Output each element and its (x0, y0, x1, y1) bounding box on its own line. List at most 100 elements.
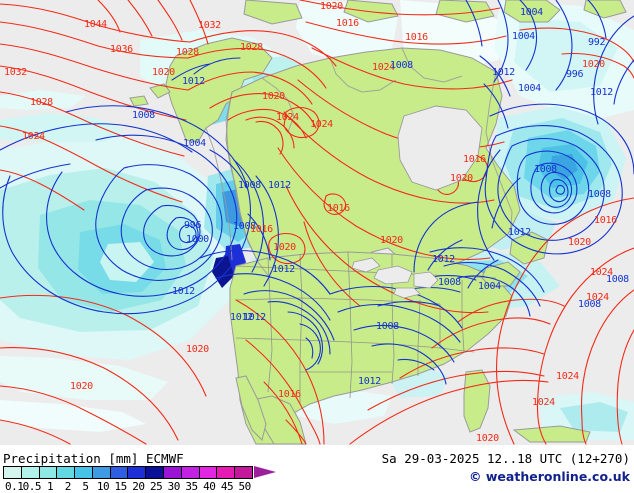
hudson-bay (397, 105, 483, 191)
scale-tick: 0.5 (22, 480, 42, 493)
isobar-label: 1024 (532, 397, 555, 408)
isobar-label: 1024 (372, 62, 395, 73)
isobars-high (0, 0, 634, 445)
isobar-label: 1016 (336, 18, 359, 29)
isobar-label: 1008 (578, 299, 601, 310)
color-swatch (181, 467, 200, 478)
color-swatch (110, 467, 129, 478)
scale-tick: 45 (220, 480, 234, 493)
isobar-label: 1008 (376, 321, 399, 332)
isobar-label: 992 (588, 37, 606, 48)
scale-tick: 5 (82, 480, 89, 493)
isobar-label: 1028 (176, 47, 199, 58)
isobar-label: 1012 (268, 180, 291, 191)
isobar-label: 1024 (556, 371, 579, 382)
isobar-label: 1008 (233, 221, 256, 232)
isobar-label: 1004 (512, 31, 535, 42)
color-swatch (75, 467, 93, 478)
isobar-label: 1028 (240, 42, 263, 53)
isobar-label: 1008 (238, 180, 261, 191)
isobar-label: 1016 (250, 224, 273, 235)
isobar-label: 1016 (327, 203, 350, 214)
precipitation-color-scale: 0.1 0.5 1 2 5 10 15 20 25 30 35 40 45 50 (3, 466, 293, 493)
color-swatch (39, 467, 58, 478)
legend-title: Precipitation [mm] ECMWF (3, 451, 184, 466)
isobar-label: 1024 (22, 131, 45, 142)
isobar-label: 1004 (478, 281, 501, 292)
isobar-label: 1020 (186, 344, 209, 355)
isobar-label: 1008 (438, 277, 461, 288)
color-swatch (128, 467, 147, 478)
color-swatch (4, 467, 22, 478)
isobar-label: 1008 (588, 189, 611, 200)
isobar-label: 1036 (110, 44, 133, 55)
isobar-label: 1032 (198, 20, 221, 31)
isobar-label: 1012 (182, 76, 205, 87)
color-swatch (92, 467, 111, 478)
map-footer: Precipitation [mm] ECMWF Sa 29-03-2025 1… (0, 445, 634, 493)
isobar-label: 1020 (262, 91, 285, 102)
isobar-label: 1004 (183, 138, 206, 149)
isobar-label: 1020 (582, 59, 605, 70)
scale-tick: 50 (238, 480, 252, 493)
color-swatch (199, 467, 218, 478)
isobar-label: 1012 (243, 312, 266, 323)
isobar-label: 1012 (508, 227, 531, 238)
isobar-label: 1008 (534, 164, 557, 175)
isobar-label: 1024 (276, 112, 299, 123)
color-swatch (217, 467, 236, 478)
isobar-label: 1020 (70, 381, 93, 392)
scale-tick: 25 (149, 480, 163, 493)
isobar-label: 1008 (606, 274, 629, 285)
scale-tick: 30 (167, 480, 181, 493)
isobar-label: 996 (566, 69, 584, 80)
isobar-label: 1016 (594, 215, 617, 226)
isobar-label: 1020 (568, 237, 591, 248)
isobar-label: 1020 (450, 173, 473, 184)
land-greenland (503, 0, 561, 23)
isobar-label: 1016 (405, 32, 428, 43)
isobar-label: 996 (184, 220, 202, 231)
scale-tick-labels: 0.1 0.5 1 2 5 10 15 20 25 30 35 40 45 50 (3, 480, 293, 493)
scale-tick: 15 (114, 480, 128, 493)
isobar-label: 1012 (230, 312, 253, 323)
isobar-label: 1012 (172, 286, 195, 297)
scale-tick: 20 (132, 480, 145, 493)
color-swatch (164, 467, 182, 478)
scale-tick: 1 (46, 480, 54, 493)
isobar-label: 1020 (152, 67, 175, 78)
scale-tick: 35 (185, 480, 198, 493)
weather-map[interactable]: 1044 1032 1036 1028 1024 1020 1028 1032 1028 1012… (0, 0, 634, 445)
isobar-label: 1008 (132, 110, 155, 121)
color-swatch (57, 467, 76, 478)
land-baja (235, 375, 267, 441)
land-florida (463, 369, 491, 433)
isobar-label: 1016 (278, 389, 301, 400)
color-swatch (235, 467, 252, 478)
copyright-credit: © weatheronline.co.uk (469, 469, 630, 484)
isobar-label: 1008 (390, 60, 413, 71)
isobar-label: 1004 (518, 83, 541, 94)
isobar-label: 1012 (590, 87, 613, 98)
scale-tick: 10 (96, 480, 110, 493)
land-alaska (165, 37, 273, 143)
isobar-label: 1020 (320, 1, 343, 12)
isobar-label: 1012 (358, 376, 381, 387)
isobar-label: 1020 (476, 433, 499, 444)
isobar-label: 1012 (272, 264, 295, 275)
scale-overflow-arrow (254, 466, 276, 478)
isobar-label: 1028 (30, 97, 53, 108)
isobar-label: 1044 (84, 19, 107, 30)
map-canvas (0, 0, 634, 445)
isobar-label: 1016 (463, 154, 486, 165)
isobar-label: 1020 (273, 242, 296, 253)
scale-tick: 40 (203, 480, 216, 493)
color-swatch-row (3, 466, 253, 479)
isobar-label: 1024 (310, 119, 333, 130)
color-swatch (21, 467, 40, 478)
isobar-label: 1012 (492, 67, 515, 78)
isobar-label: 1024 (590, 267, 613, 278)
color-swatch (146, 467, 165, 478)
isobar-label: 1012 (432, 254, 455, 265)
